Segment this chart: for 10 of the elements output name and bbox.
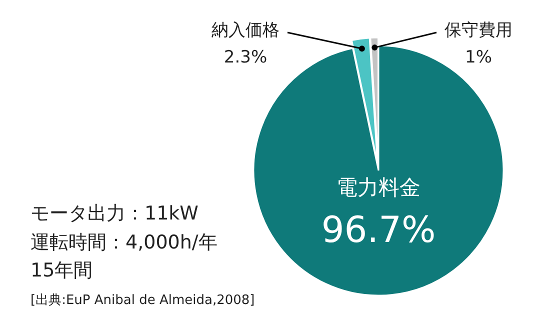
data-label: 1% — [465, 48, 492, 68]
slice-label: 保守費用 — [444, 20, 512, 40]
slice-label: 納入価格 — [212, 20, 280, 40]
text: [出典:EuP Anibal de Almeida,2008] — [30, 293, 255, 308]
slice-label: 電力料金 — [336, 176, 420, 200]
text: モータ出力：11kW — [30, 202, 199, 224]
data-label: 96.7% — [321, 210, 436, 251]
text: 15年間 — [30, 260, 93, 282]
data-label: 2.3% — [224, 48, 268, 68]
text: 運転時間：4,000h/年 — [30, 232, 218, 254]
